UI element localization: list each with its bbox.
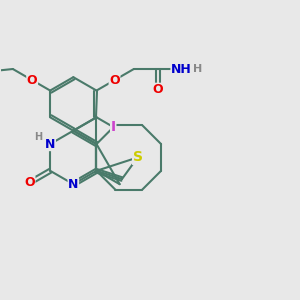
Text: S: S — [133, 150, 143, 164]
Text: H: H — [34, 132, 43, 142]
Text: O: O — [109, 74, 120, 87]
Text: NH: NH — [171, 62, 192, 76]
Text: O: O — [152, 83, 163, 96]
Text: O: O — [27, 74, 38, 87]
Text: N: N — [45, 138, 56, 151]
Text: O: O — [24, 176, 35, 189]
Text: H: H — [193, 64, 203, 74]
Text: N: N — [68, 178, 79, 191]
Text: I: I — [111, 120, 116, 134]
